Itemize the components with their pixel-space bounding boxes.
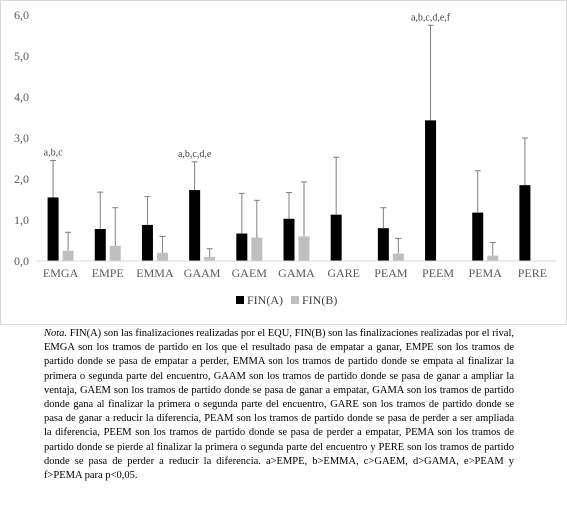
y-tick-label: 0,0 xyxy=(14,254,29,268)
chart-figure: 0,0 1,0 2,0 3,0 4,0 5,0 6,0 EMGA EMPE EMMA GAAM GA… xyxy=(0,0,567,325)
bar-fin-a-gare xyxy=(330,214,342,261)
bar-fin-a-gaam xyxy=(189,190,201,261)
bar-fin-b-empe xyxy=(109,245,121,261)
x-tick-label: GAEM xyxy=(232,266,268,280)
bar-chart: 0,0 1,0 2,0 3,0 4,0 5,0 6,0 EMGA EMPE EMMA GAAM GA… xyxy=(14,8,556,307)
x-tick-label: GARE xyxy=(327,266,360,280)
x-tick-label: EMGA xyxy=(43,266,79,280)
bars xyxy=(47,120,531,262)
bar-fin-b-peam xyxy=(392,253,404,261)
y-tick-label: 4,0 xyxy=(14,90,29,104)
legend-swatch-fin-a xyxy=(236,296,244,304)
x-tick-label: PEEM xyxy=(422,266,454,280)
legend: FIN(A) FIN(B) xyxy=(236,293,337,307)
note-label: Nota. xyxy=(44,328,68,339)
y-axis: 0,0 1,0 2,0 3,0 4,0 5,0 6,0 xyxy=(14,8,29,268)
bar-fin-b-pema xyxy=(487,255,499,261)
bar-fin-a-peem xyxy=(425,120,437,262)
y-tick-label: 5,0 xyxy=(14,49,29,63)
x-axis: EMGA EMPE EMMA GAAM GAEM GAMA GARE PEAM PEEM PEMA… xyxy=(43,266,547,280)
x-tick-label: PEMA xyxy=(469,266,503,280)
x-tick-label: PERE xyxy=(518,266,547,280)
significance-annotation: a,b,c,d,e xyxy=(178,149,212,160)
bar-fin-a-emga xyxy=(47,197,59,261)
y-tick-label: 6,0 xyxy=(14,8,29,22)
bar-fin-a-pema xyxy=(472,212,484,261)
bar-fin-a-empe xyxy=(94,229,106,261)
significance-annotation: a,b,c,d,e,f xyxy=(411,12,451,23)
bar-fin-a-gama xyxy=(283,218,295,261)
error-bars xyxy=(50,24,528,257)
significance-annotation: a,b,c xyxy=(44,148,63,159)
legend-label-fin-a: FIN(A) xyxy=(247,293,283,307)
x-tick-label: PEAM xyxy=(374,266,408,280)
x-tick-label: GAMA xyxy=(278,266,315,280)
bar-fin-a-emma xyxy=(141,224,153,261)
y-tick-label: 1,0 xyxy=(14,213,29,227)
y-tick-label: 3,0 xyxy=(14,131,29,145)
figure-note: Nota. FIN(A) son las finalizaciones real… xyxy=(44,327,514,483)
bar-fin-b-gama xyxy=(298,236,310,261)
x-tick-label: EMMA xyxy=(136,266,174,280)
note-text: FIN(A) son las finalizaciones realizadas… xyxy=(44,328,514,482)
bar-fin-a-gaem xyxy=(236,233,248,261)
bar-fin-a-peam xyxy=(377,228,389,261)
x-tick-label: GAAM xyxy=(184,266,221,280)
y-tick-label: 2,0 xyxy=(14,172,29,186)
annotations: a,b,c a,b,c,d,e a,b,c,d,e,f xyxy=(44,12,451,160)
bar-fin-b-emma xyxy=(156,252,168,261)
legend-swatch-fin-b xyxy=(291,296,299,304)
legend-label-fin-b: FIN(B) xyxy=(302,293,337,307)
bar-fin-a-pere xyxy=(519,185,531,261)
x-tick-label: EMPE xyxy=(92,266,124,280)
bar-fin-b-emga xyxy=(62,250,74,261)
bar-fin-b-gaem xyxy=(251,237,263,261)
bar-fin-b-gaam xyxy=(204,256,216,261)
